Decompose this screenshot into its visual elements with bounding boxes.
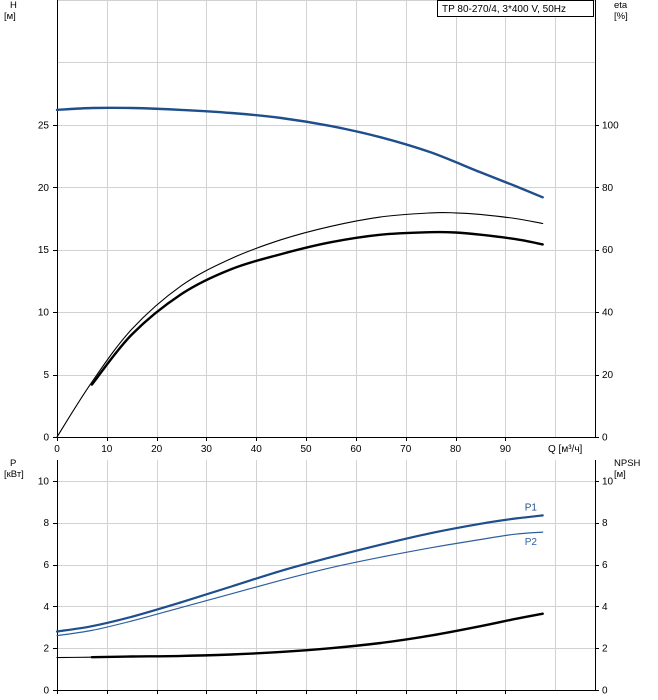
- series-label-p1: P1: [525, 502, 538, 513]
- series-line-p2: [56, 531, 544, 637]
- right-axis-unit: [м]: [614, 469, 626, 480]
- right-tick-label: 60: [602, 245, 614, 256]
- left-tick-label: 15: [38, 245, 50, 256]
- x-tick-label: 20: [151, 444, 163, 455]
- left-tick-label: 0: [43, 686, 49, 697]
- left-tick-label: 10: [38, 308, 50, 319]
- chart-panel-1: [53, 0, 599, 441]
- right-axis-unit: [%]: [614, 11, 628, 22]
- right-tick-label: 2: [602, 644, 608, 655]
- right-axis-title: NPSH: [614, 458, 641, 469]
- left-axis-title: P: [10, 458, 16, 469]
- chart-title: TP 80-270/4, 3*400 V, 50Hz: [442, 4, 566, 15]
- left-tick-label: 5: [43, 370, 49, 381]
- left-tick-label: 10: [38, 476, 50, 487]
- chart-title-box: [437, 0, 594, 17]
- series-line-2-4: [90, 612, 544, 659]
- right-tick-label: 40: [602, 308, 614, 319]
- left-tick-label: 25: [38, 120, 50, 131]
- series-line-1-2: [56, 211, 544, 438]
- right-tick-label: 8: [602, 518, 608, 529]
- right-tick-label: 6: [602, 560, 608, 571]
- x-axis-title: Q [м³/ч]: [548, 444, 583, 455]
- series-label-p2: P2: [525, 537, 538, 548]
- right-axis-title: eta: [614, 0, 628, 11]
- left-axis-unit: [м]: [4, 11, 16, 22]
- x-tick-label: 0: [54, 444, 60, 455]
- x-tick-label: 70: [400, 444, 412, 455]
- left-tick-label: 4: [43, 602, 49, 613]
- right-tick-label: 10: [602, 476, 614, 487]
- left-tick-label: 20: [38, 183, 50, 194]
- right-tick-label: 0: [602, 686, 608, 697]
- right-tick-label: 80: [602, 183, 614, 194]
- series-line-1-3: [90, 230, 544, 386]
- right-tick-label: 20: [602, 370, 614, 381]
- x-tick-label: 50: [301, 444, 313, 455]
- series-line-p1: [55, 514, 544, 633]
- right-tick-label: 0: [602, 433, 608, 444]
- x-tick-label: 80: [450, 444, 462, 455]
- left-tick-label: 0: [43, 433, 49, 444]
- x-tick-label: 60: [350, 444, 362, 455]
- x-tick-label: 30: [201, 444, 213, 455]
- x-tick-label: 10: [101, 444, 113, 455]
- x-tick-label: 40: [251, 444, 263, 455]
- left-axis-unit: [кВт]: [4, 469, 24, 480]
- series-line-1-1: [55, 106, 544, 199]
- left-tick-label: 8: [43, 518, 49, 529]
- x-tick-label: 90: [500, 444, 512, 455]
- chart-panel-2: [53, 460, 599, 694]
- right-tick-label: 4: [602, 602, 608, 613]
- left-axis-title: H: [10, 0, 17, 11]
- left-tick-label: 6: [43, 560, 49, 571]
- left-tick-label: 2: [43, 644, 49, 655]
- right-tick-label: 100: [602, 120, 619, 131]
